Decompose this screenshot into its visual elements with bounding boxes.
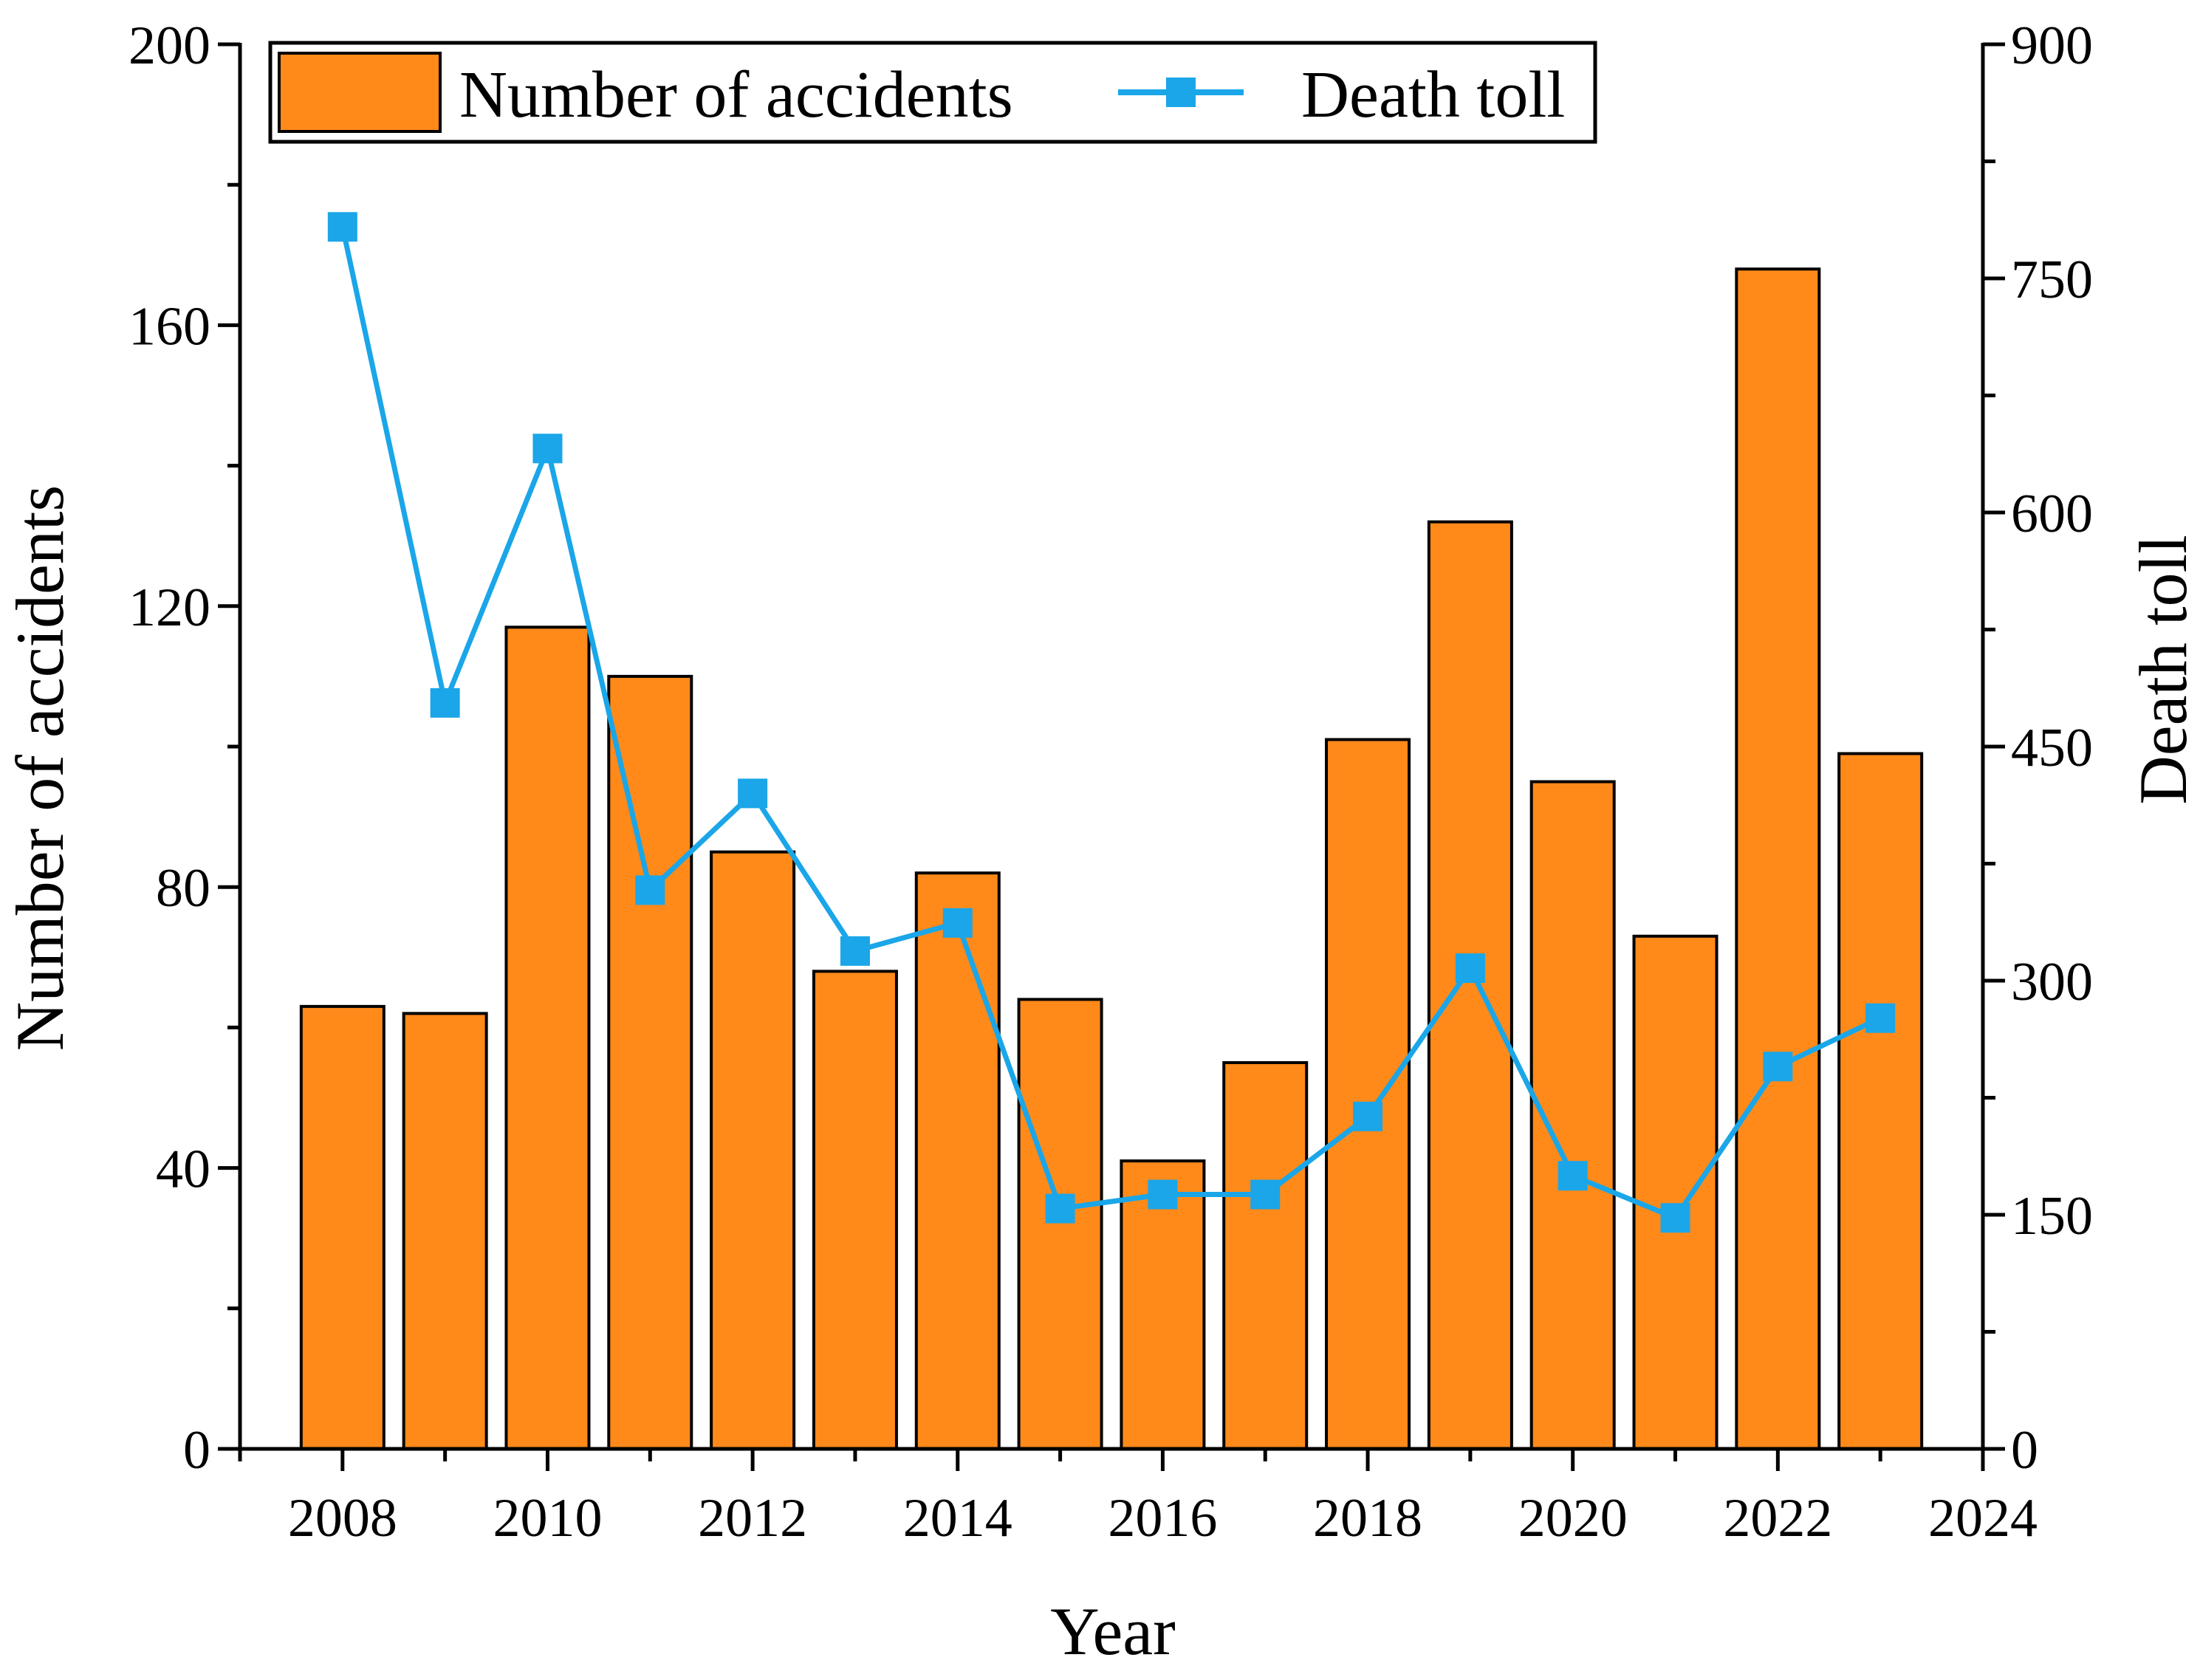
death-toll-point-2013 bbox=[840, 936, 870, 966]
death-toll-point-2016 bbox=[1148, 1179, 1178, 1210]
death-toll-point-2018 bbox=[1353, 1101, 1383, 1131]
y-tick-label: 0 bbox=[183, 1420, 210, 1481]
x-tick-label: 2024 bbox=[1928, 1488, 2038, 1549]
bar-2013 bbox=[812, 970, 898, 1450]
y-tick-label: 160 bbox=[128, 296, 210, 357]
death-toll-point-2022 bbox=[1763, 1052, 1793, 1082]
x-tick-label: 2012 bbox=[698, 1488, 807, 1549]
y-tick-label: 200 bbox=[128, 16, 210, 76]
legend-label-accidents: Number of accidents bbox=[459, 58, 1013, 131]
y2-tick-label: 600 bbox=[2011, 484, 2093, 544]
bar-2011 bbox=[607, 674, 693, 1450]
y-tick-label: 80 bbox=[156, 858, 210, 919]
x-tick-label: 2020 bbox=[1518, 1488, 1628, 1549]
legend-swatch-accidents bbox=[278, 52, 442, 133]
legend: Number of accidents Death toll bbox=[268, 41, 1597, 144]
y2-tick-label: 150 bbox=[2011, 1186, 2093, 1247]
death-toll-point-2021 bbox=[1660, 1203, 1690, 1233]
death-toll-point-2011 bbox=[635, 875, 665, 905]
y2-tick-label: 900 bbox=[2011, 16, 2093, 76]
bar-2014 bbox=[914, 871, 1001, 1451]
legend-marker-death bbox=[1166, 78, 1196, 107]
x-axis-title: Year bbox=[1050, 1594, 1176, 1669]
y-axis-title: Number of accidents bbox=[2, 485, 78, 1051]
x-tick-label: 2010 bbox=[493, 1488, 602, 1549]
y-tick-label: 120 bbox=[128, 577, 210, 638]
axes: 0 40 80 120 160 200 0 150 300 450 600 750 900 2008 201… bbox=[128, 16, 2093, 1549]
death-toll-point-2014 bbox=[942, 908, 973, 938]
bar-2023 bbox=[1837, 752, 1924, 1450]
bar-2017 bbox=[1222, 1060, 1309, 1450]
death-toll-point-2012 bbox=[738, 778, 768, 809]
y2-axis-title: Death toll bbox=[2125, 535, 2200, 804]
death-toll-point-2020 bbox=[1558, 1161, 1588, 1191]
y-tick-label: 40 bbox=[156, 1139, 210, 1200]
x-tick-label: 2018 bbox=[1313, 1488, 1422, 1549]
death-toll-point-2008 bbox=[327, 212, 357, 242]
bar-2012 bbox=[710, 850, 796, 1450]
y2-tick-label: 750 bbox=[2011, 250, 2093, 310]
y2-tick-label: 0 bbox=[2011, 1420, 2038, 1481]
bar-2010 bbox=[504, 625, 591, 1451]
x-tick-label: 2014 bbox=[903, 1488, 1012, 1549]
legend-box bbox=[268, 41, 1597, 144]
bar-2009 bbox=[402, 1012, 488, 1450]
bar-2008 bbox=[299, 1004, 385, 1450]
x-tick-label: 2016 bbox=[1108, 1488, 1217, 1549]
death-toll-line bbox=[340, 226, 1882, 1221]
bar-group bbox=[299, 267, 1924, 1451]
death-toll-point-2015 bbox=[1045, 1193, 1075, 1224]
death-toll-point-2010 bbox=[532, 433, 563, 464]
y2-tick-label: 300 bbox=[2011, 952, 2093, 1012]
death-toll-point-2019 bbox=[1455, 953, 1485, 984]
x-tick-label: 2022 bbox=[1723, 1488, 1832, 1549]
death-toll-point-2023 bbox=[1865, 1003, 1896, 1033]
death-toll-point-2009 bbox=[430, 688, 460, 718]
x-tick-label: 2008 bbox=[288, 1488, 397, 1549]
bar-2021 bbox=[1632, 934, 1718, 1450]
legend-label-death: Death toll bbox=[1301, 58, 1565, 131]
bar-2018 bbox=[1325, 738, 1411, 1450]
y2-tick-label: 450 bbox=[2011, 718, 2093, 778]
bar-2015 bbox=[1017, 998, 1103, 1450]
death-toll-point-2017 bbox=[1250, 1179, 1281, 1210]
bar-2022 bbox=[1735, 267, 1821, 1451]
line-group bbox=[327, 212, 1896, 1233]
bar-2019 bbox=[1427, 520, 1513, 1450]
